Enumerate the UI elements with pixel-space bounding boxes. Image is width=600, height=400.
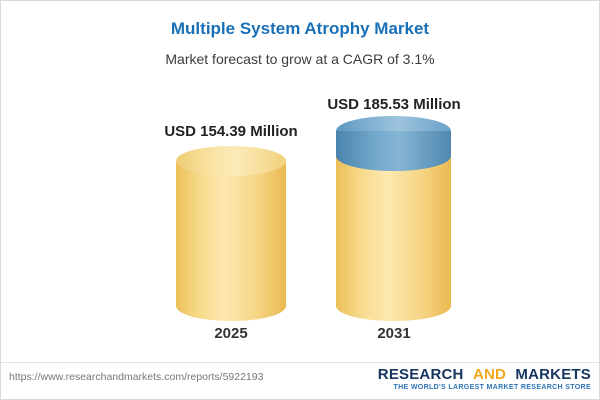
logo-word-markets: MARKETS [515, 366, 591, 383]
bar-2031-growth-segment [336, 131, 451, 171]
bar-2025-top-cap [176, 146, 286, 176]
bar-2031 [336, 116, 451, 321]
value-label-2025: USD 154.39 Million [164, 123, 298, 140]
x-axis-label-2031: 2031 [377, 325, 411, 342]
bar-2025 [176, 146, 286, 321]
logo-word-research: RESEARCH [377, 366, 464, 383]
chart-subtitle: Market forecast to grow at a CAGR of 3.1… [165, 51, 435, 67]
logo-tagline: THE WORLD'S LARGEST MARKET RESEARCH STOR… [393, 384, 591, 391]
footer-divider [1, 362, 599, 363]
chart-title: Multiple System Atrophy Market [170, 19, 430, 38]
logo-word-and: AND [472, 366, 507, 383]
bar-2025-body [176, 161, 286, 321]
value-label-2031: USD 185.53 Million [327, 96, 461, 113]
logo-wordmark: RESEARCH AND MARKETS [378, 367, 591, 382]
x-axis-label-2025: 2025 [214, 325, 248, 342]
bar-2031-body [336, 156, 451, 321]
research-and-markets-logo: RESEARCH AND MARKETS THE WORLD'S LARGEST… [378, 367, 591, 391]
report-url: https://www.researchandmarkets.com/repor… [9, 371, 264, 383]
